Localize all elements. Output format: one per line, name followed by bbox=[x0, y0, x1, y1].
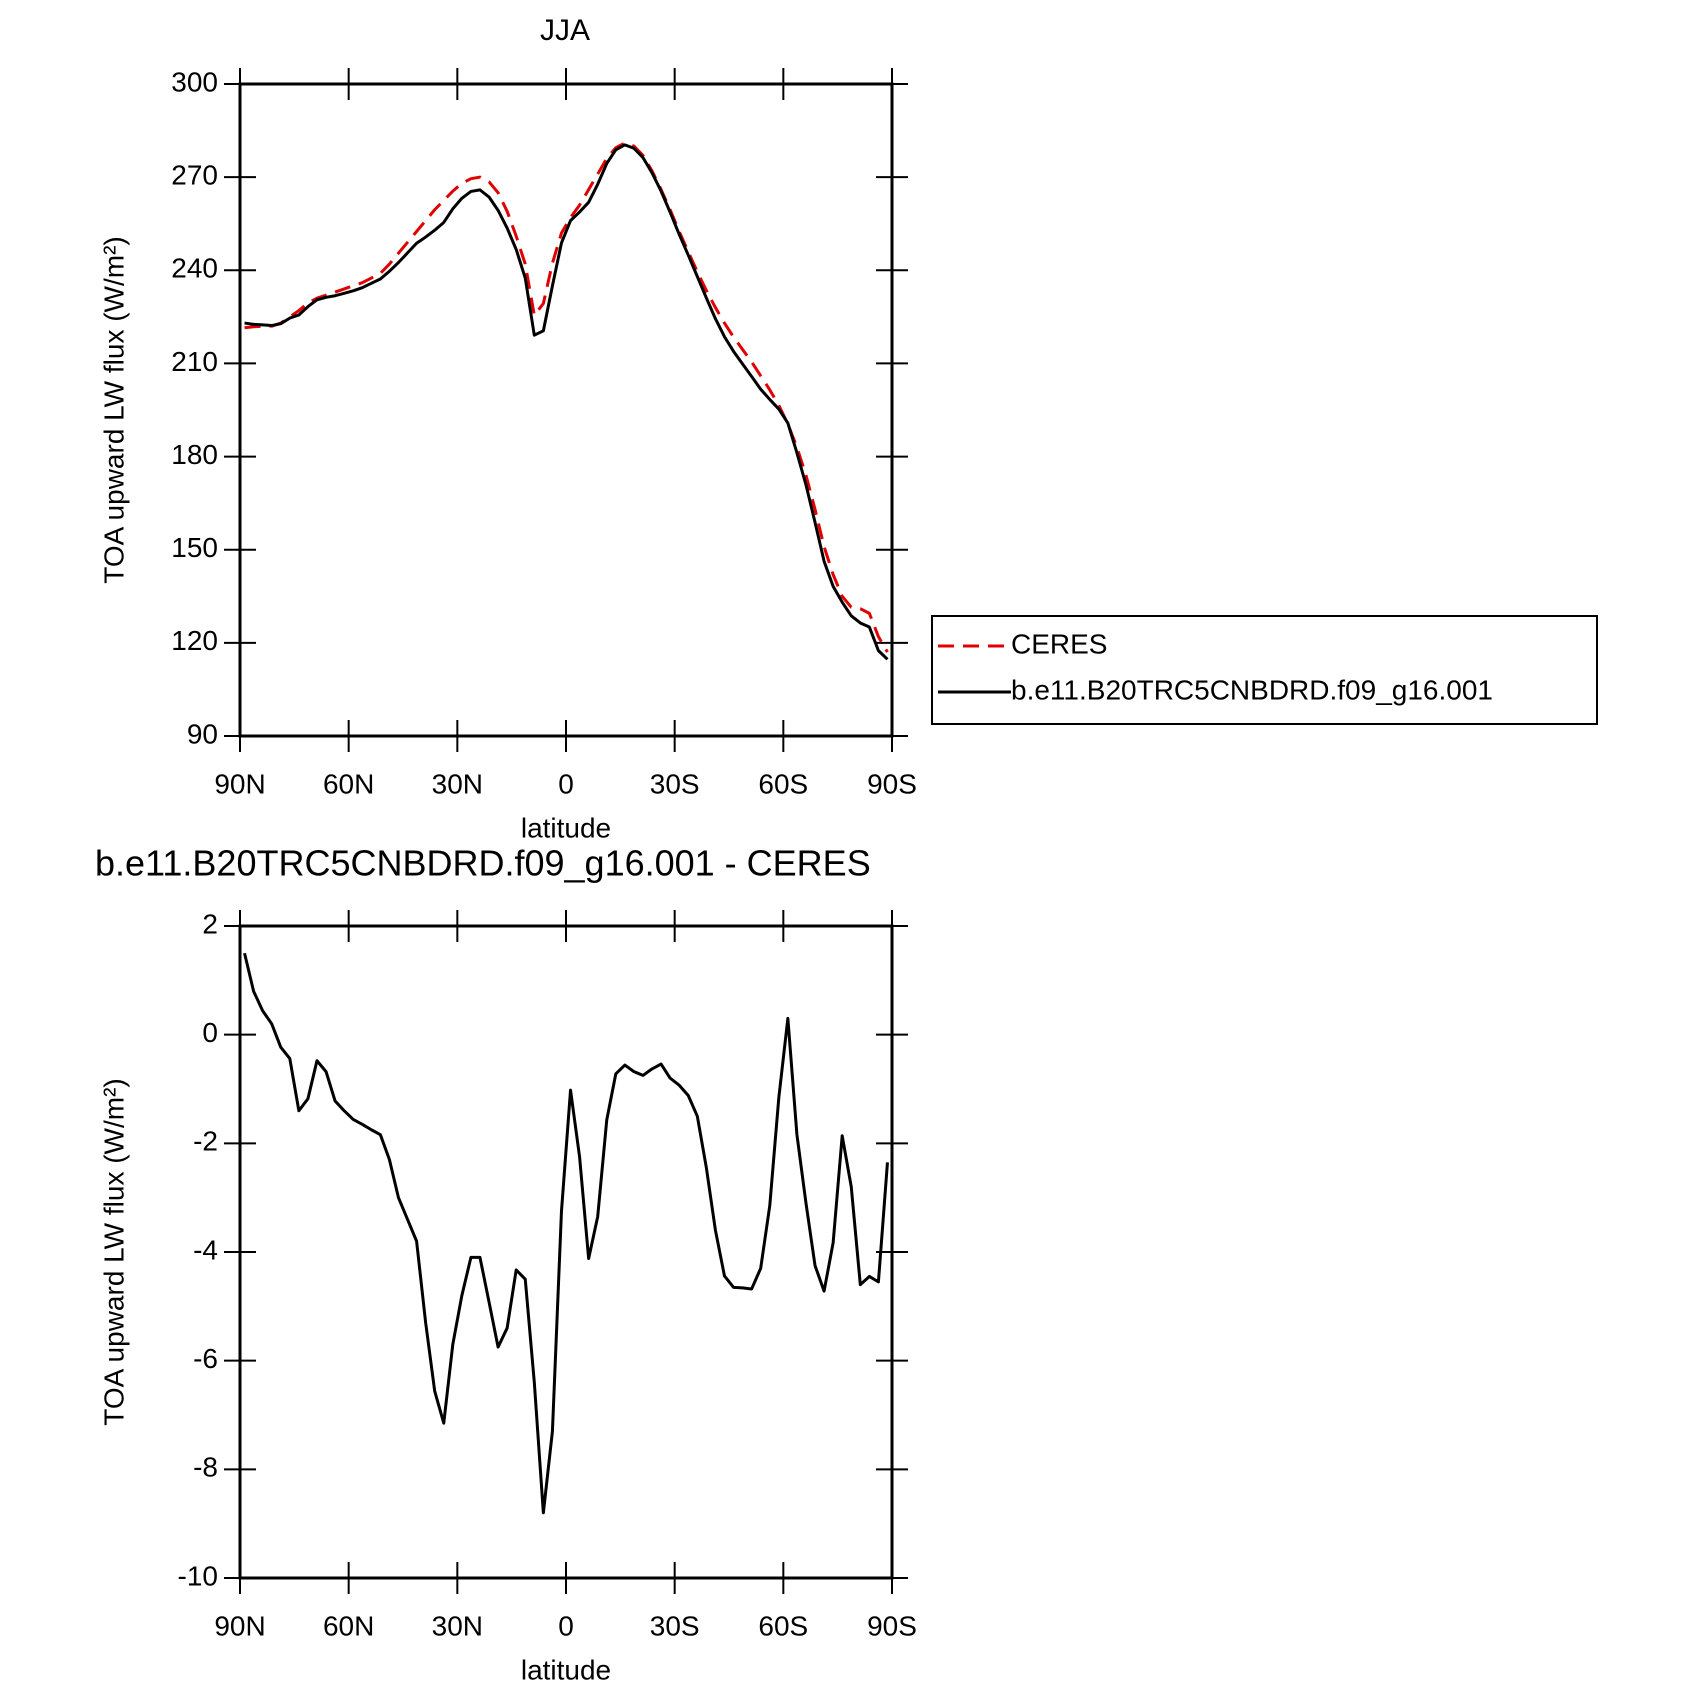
plot-frame bbox=[238, 924, 894, 1580]
y-tick-label: 0 bbox=[202, 1017, 218, 1048]
x-tick-label: 60S bbox=[758, 1610, 808, 1641]
legend-box bbox=[931, 615, 1598, 725]
y-tick-label: -10 bbox=[178, 1560, 218, 1591]
legend-label: CERES bbox=[1011, 628, 1107, 659]
y-tick-label: 240 bbox=[171, 253, 218, 284]
y-axis-label: TOA upward LW flux (W/m²) bbox=[98, 1078, 129, 1425]
x-tick-label: 0 bbox=[558, 1610, 574, 1641]
data-line bbox=[244, 141, 889, 653]
x-tick-label: 30N bbox=[432, 1610, 483, 1641]
y-tick-label: 90 bbox=[187, 718, 218, 749]
y-tick-label: 270 bbox=[171, 160, 218, 191]
x-tick-label: 30S bbox=[650, 768, 700, 799]
x-axis-label: latitude bbox=[521, 1654, 611, 1685]
x-tick-label: 90S bbox=[867, 1610, 917, 1641]
y-tick-label: 300 bbox=[171, 66, 218, 97]
y-tick-label: 2 bbox=[202, 908, 218, 939]
x-tick-label: 30N bbox=[432, 768, 483, 799]
x-tick-label: 90N bbox=[214, 768, 265, 799]
x-tick-label: 90N bbox=[214, 1610, 265, 1641]
y-tick-label: -2 bbox=[193, 1126, 218, 1157]
x-tick-label: 90S bbox=[867, 768, 917, 799]
y-tick-label: 210 bbox=[171, 346, 218, 377]
data-line bbox=[244, 143, 889, 661]
y-tick-label: -6 bbox=[193, 1343, 218, 1374]
x-tick-label: 30S bbox=[650, 1610, 700, 1641]
data-line bbox=[243, 952, 889, 1515]
x-tick-label: 60N bbox=[323, 1610, 374, 1641]
y-tick-label: -4 bbox=[193, 1234, 218, 1265]
y-tick-label: 150 bbox=[171, 532, 218, 563]
legend-label: b.e11.B20TRC5CNBDRD.f09_g16.001 bbox=[1011, 674, 1493, 705]
chart-title: JJA bbox=[540, 14, 590, 47]
plot-frame bbox=[238, 82, 894, 738]
y-tick-label: 180 bbox=[171, 439, 218, 470]
x-tick-label: 60S bbox=[758, 768, 808, 799]
y-tick-label: 120 bbox=[171, 625, 218, 656]
x-tick-label: 60N bbox=[323, 768, 374, 799]
chart-title: b.e11.B20TRC5CNBDRD.f09_g16.001 - CERES bbox=[95, 843, 871, 884]
y-tick-label: -8 bbox=[193, 1452, 218, 1483]
x-axis-label: latitude bbox=[521, 812, 611, 843]
x-tick-label: 0 bbox=[558, 768, 574, 799]
y-axis-label: TOA upward LW flux (W/m²) bbox=[98, 236, 129, 583]
